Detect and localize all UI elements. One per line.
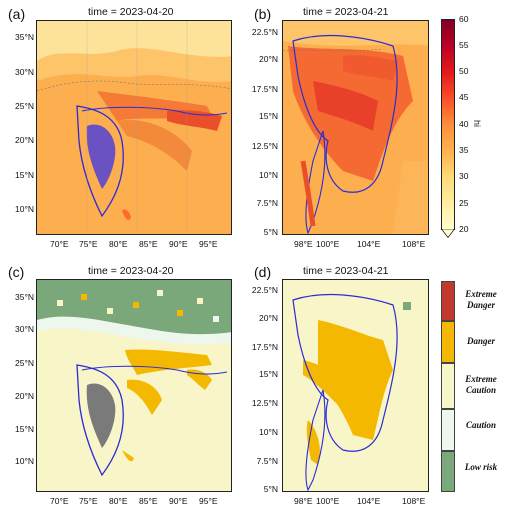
panel-d-lat-tick: 12.5°N xyxy=(251,398,278,408)
panel-c-lon-tick: 75°E xyxy=(79,496,98,506)
panel-d-lat-tick: 22.5°N xyxy=(251,285,278,295)
panel-c-lat-tick: 15°N xyxy=(15,424,34,434)
panel-c-lat-tick: 30°N xyxy=(15,324,34,334)
panel-b-title: time = 2023-04-21 xyxy=(303,6,389,18)
panel-c-label: (c) xyxy=(8,264,25,280)
colorbar-tick: 40 xyxy=(459,119,469,129)
panel-c-lat-tick: 10°N xyxy=(15,456,34,466)
panel-c-lat-tick: 20°N xyxy=(15,391,34,401)
colorbar-tick: 35 xyxy=(459,145,469,155)
panel-a-lat-tick: 15°N xyxy=(15,170,34,180)
panel-c-lon-tick: 85°E xyxy=(139,496,158,506)
colorbar-tick: 25 xyxy=(459,198,469,208)
panel-a-label: (a) xyxy=(8,6,26,22)
legend-swatch-low-risk xyxy=(441,451,455,492)
panel-a-lat-tick: 10°N xyxy=(15,204,34,214)
panel-c-title: time = 2023-04-20 xyxy=(88,265,174,277)
colorbar-tick: 55 xyxy=(459,40,469,50)
panel-c-lon-tick: 95°E xyxy=(199,496,218,506)
panel-d-lon-tick: 98°E xyxy=(294,496,313,506)
panel-b-label: (b) xyxy=(254,6,272,22)
panel-b-lat-tick: 20°N xyxy=(259,54,278,64)
panel-b-lat-tick: 12.5°N xyxy=(251,141,278,151)
colorbar-tick: 45 xyxy=(459,92,469,102)
panel-b-lat-tick: 7.5°N xyxy=(256,198,278,208)
map-panel-a-heat-index xyxy=(36,20,232,235)
colorbar-tick: 30 xyxy=(459,171,469,181)
panel-a-lon-tick: 90°E xyxy=(169,239,188,249)
panel-c-lon-tick: 90°E xyxy=(169,496,188,506)
panel-b-lon-tick: 100°E xyxy=(316,239,340,249)
panel-d-lon-tick: 104°E xyxy=(357,496,381,506)
map-panel-c-risk-category xyxy=(36,279,232,492)
panel-a-lat-tick: 20°N xyxy=(15,135,34,145)
panel-d-title: time = 2023-04-21 xyxy=(303,265,389,277)
panel-a-lon-tick: 95°E xyxy=(199,239,218,249)
map-panel-b-heat-index xyxy=(282,20,429,235)
legend-swatch-danger xyxy=(441,321,455,363)
colorbar-label: hi xyxy=(472,120,482,128)
map-panel-d-risk-category xyxy=(282,279,429,492)
legend-label-low-risk: Low risk xyxy=(464,462,498,472)
panel-d-lat-tick: 7.5°N xyxy=(256,456,278,466)
heat-index-colorbar xyxy=(441,19,455,230)
panel-a-title: time = 2023-04-20 xyxy=(88,6,174,18)
panel-c-lon-tick: 70°E xyxy=(50,496,69,506)
legend-swatch-extreme-caution xyxy=(441,363,455,409)
panel-a-lon-tick: 85°E xyxy=(139,239,158,249)
panel-d-lon-tick: 100°E xyxy=(316,496,340,506)
legend-label-danger: Danger xyxy=(466,336,495,346)
panel-d-lat-tick: 5°N xyxy=(263,484,278,494)
panel-d-label: (d) xyxy=(254,264,272,280)
legend-swatch-caution xyxy=(441,409,455,451)
legend-swatch-extreme-danger xyxy=(441,281,455,321)
panel-c-lon-tick: 80°E xyxy=(109,496,128,506)
panel-b-lat-tick: 15°N xyxy=(259,111,278,121)
panel-a-lon-tick: 80°E xyxy=(109,239,128,249)
panel-c-lat-tick: 35°N xyxy=(15,292,34,302)
colorbar-tick: 60 xyxy=(459,14,469,24)
legend-label-extreme-caution: Extreme Caution xyxy=(465,374,497,395)
colorbar-tick: 50 xyxy=(459,66,469,76)
panel-a-lat-tick: 30°N xyxy=(15,67,34,77)
panel-b-lat-tick: 5°N xyxy=(263,227,278,237)
panel-d-lat-tick: 17.5°N xyxy=(251,342,278,352)
panel-a-lat-tick: 25°N xyxy=(15,101,34,111)
panel-b-lon-tick: 104°E xyxy=(357,239,381,249)
colorbar-extend-arrow xyxy=(441,229,455,238)
colorbar-tick: 20 xyxy=(459,224,469,234)
panel-b-lon-tick: 98°E xyxy=(294,239,313,249)
panel-d-lat-tick: 15°N xyxy=(259,369,278,379)
panel-a-lon-tick: 75°E xyxy=(79,239,98,249)
panel-b-lat-tick: 10°N xyxy=(259,170,278,180)
panel-b-lon-tick: 108°E xyxy=(402,239,426,249)
panel-d-lon-tick: 108°E xyxy=(402,496,426,506)
panel-b-lat-tick: 17.5°N xyxy=(251,84,278,94)
panel-c-lat-tick: 25°N xyxy=(15,358,34,368)
panel-d-lat-tick: 20°N xyxy=(259,313,278,323)
legend-label-extreme-danger: Extreme Danger xyxy=(465,289,497,310)
panel-a-lon-tick: 70°E xyxy=(50,239,69,249)
legend-label-caution: Caution xyxy=(465,420,496,430)
panel-d-lat-tick: 10°N xyxy=(259,427,278,437)
panel-b-lat-tick: 22.5°N xyxy=(251,27,278,37)
panel-a-lat-tick: 35°N xyxy=(15,32,34,42)
